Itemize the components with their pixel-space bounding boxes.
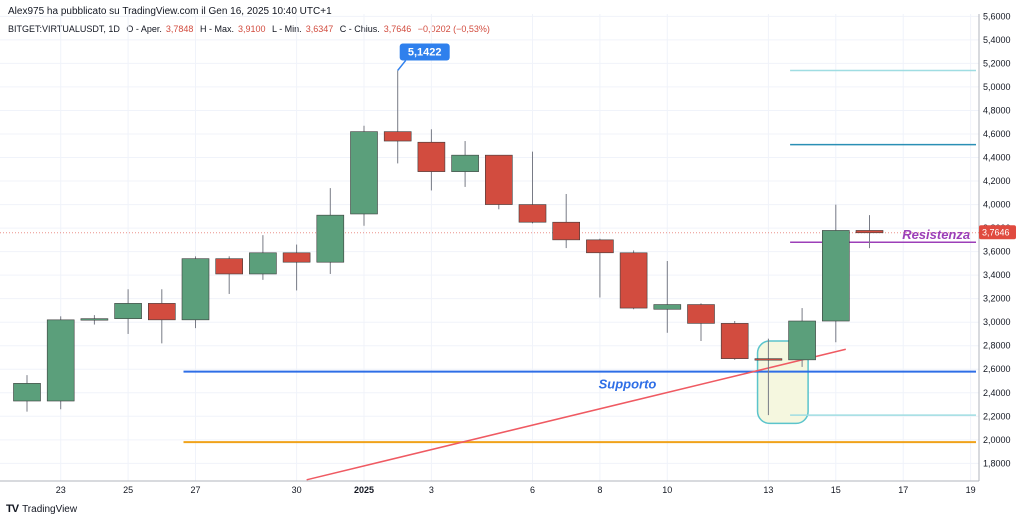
time-tick-label: 2025 xyxy=(354,485,374,495)
price-tick-label: 5,0000 xyxy=(983,82,1011,92)
price-tick-label: 5,4000 xyxy=(983,35,1011,45)
legend-open-label: O - Aper. xyxy=(126,24,162,34)
legend-close-label: C - Chius. xyxy=(339,24,380,34)
legend-change: −0,0202 (−0,53%) xyxy=(417,24,490,34)
candle-body[interactable] xyxy=(215,258,243,275)
peak-callout xyxy=(399,43,450,61)
trend-line[interactable] xyxy=(306,348,846,481)
price-tick-label: 2,4000 xyxy=(983,388,1011,398)
candle-body[interactable] xyxy=(484,154,513,205)
last-price-label: 3,7646 xyxy=(982,227,1010,237)
price-tick-label: 2,0000 xyxy=(983,435,1011,445)
time-tick-label: 8 xyxy=(597,485,602,495)
time-tick-label: 13 xyxy=(763,485,773,495)
price-tick-label: 4,6000 xyxy=(983,129,1011,139)
price-tick-label: 4,2000 xyxy=(983,176,1011,186)
legend-high-label: H - Max. xyxy=(199,24,234,34)
peak-label: 5,1422 xyxy=(408,46,442,58)
candle-body[interactable] xyxy=(148,303,176,321)
candle-body[interactable] xyxy=(754,358,783,361)
tradingview-brand[interactable]: TV TradingView xyxy=(6,503,77,515)
price-tick-label: 3,6000 xyxy=(983,247,1011,257)
symbol-legend: BITGET:VIRTUALUSDT, 1D O - Aper. 3,7848 H… xyxy=(8,24,494,34)
price-tick-label: 2,2000 xyxy=(983,411,1011,421)
time-tick-label: 10 xyxy=(662,485,672,495)
legend-high-value: 3,9100 xyxy=(237,24,266,34)
candle-body[interactable] xyxy=(383,131,412,142)
time-tick-label: 23 xyxy=(56,485,66,495)
legend-close-value: 3,7646 xyxy=(383,24,412,34)
candle-body[interactable] xyxy=(80,318,109,321)
price-tick-label: 4,0000 xyxy=(983,200,1011,210)
price-tick-label: 1,8000 xyxy=(983,458,1011,468)
price-tick-label: 4,4000 xyxy=(983,153,1011,163)
time-tick-label: 15 xyxy=(831,485,841,495)
candle-body[interactable] xyxy=(451,154,479,172)
price-tick-label: 5,6000 xyxy=(983,11,1011,21)
candle-body[interactable] xyxy=(619,252,648,309)
brand-name: TradingView xyxy=(22,503,78,515)
candle-body[interactable] xyxy=(13,383,41,402)
candle-body[interactable] xyxy=(653,304,682,310)
price-tick-label: 4,8000 xyxy=(983,105,1011,115)
time-tick-label: 25 xyxy=(123,485,133,495)
resistance-label: Resistenza xyxy=(902,227,970,242)
candle-body[interactable] xyxy=(249,252,277,275)
candle-body[interactable] xyxy=(720,323,749,359)
candle-body[interactable] xyxy=(181,258,210,321)
tradingview-logo-icon: TV xyxy=(6,503,19,515)
candle-body[interactable] xyxy=(687,304,715,324)
time-tick-label: 17 xyxy=(898,485,908,495)
legend-open-value: 3,7848 xyxy=(165,24,194,34)
time-tick-label: 27 xyxy=(190,485,200,495)
candle-body[interactable] xyxy=(821,230,850,322)
time-tick-label: 3 xyxy=(429,485,434,495)
candle-body[interactable] xyxy=(586,239,614,254)
price-tick-label: 3,4000 xyxy=(983,270,1011,280)
candle-body[interactable] xyxy=(316,214,345,263)
candle-body[interactable] xyxy=(855,230,884,234)
candle-body[interactable] xyxy=(788,320,816,361)
support-label: Supporto xyxy=(599,377,657,392)
last-price-tag xyxy=(979,225,1016,240)
legend-low-value: 3,6347 xyxy=(305,24,334,34)
candle-body[interactable] xyxy=(282,252,311,263)
price-tick-label: 3,0000 xyxy=(983,317,1011,327)
candle-body[interactable] xyxy=(350,131,378,215)
candle-body[interactable] xyxy=(46,319,75,402)
price-tick-label: 3,2000 xyxy=(983,294,1011,304)
candle-body[interactable] xyxy=(518,204,547,223)
time-tick-label: 30 xyxy=(292,485,302,495)
time-tick-label: 6 xyxy=(530,485,535,495)
price-tick-label: 5,2000 xyxy=(983,58,1011,68)
peak-callout-pointer xyxy=(397,59,407,71)
candle-body[interactable] xyxy=(417,141,446,172)
time-tick-label: 19 xyxy=(966,485,976,495)
price-tick-label: 2,6000 xyxy=(983,364,1011,374)
publisher-line: Alex975 ha pubblicato su TradingView.com… xyxy=(8,6,332,17)
legend-symbol[interactable]: BITGET:VIRTUALUSDT, 1D xyxy=(8,24,120,34)
legend-low-label: L - Min. xyxy=(272,24,302,34)
candle-body[interactable] xyxy=(114,303,142,319)
price-tick-label: 2,8000 xyxy=(983,341,1011,351)
candle-body[interactable] xyxy=(552,221,581,241)
